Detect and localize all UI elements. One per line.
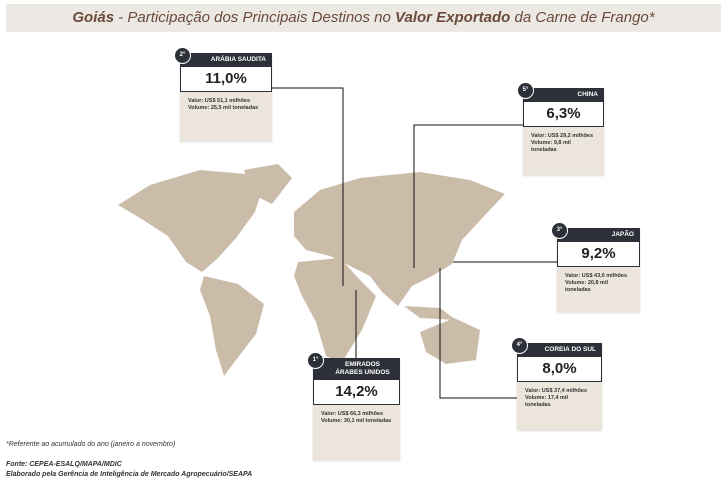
connector: [439, 268, 517, 399]
share: 9,2%: [557, 242, 640, 267]
country: EMIRADOS ÁRABES UNIDOS: [313, 358, 400, 380]
volume: Volume: 25,5 mil toneladas: [188, 105, 259, 111]
details: Valor: US$ 66,3 milhões Volume: 30,1 mil …: [313, 405, 400, 431]
value: Valor: US$ 43,0 milhões: [565, 273, 628, 279]
rank: 2°: [174, 47, 191, 64]
value: Valor: US$ 29,2 milhões: [531, 133, 594, 139]
indonesia: [404, 306, 456, 320]
rank: 5°: [517, 82, 534, 99]
details: Valor: US$ 51,1 milhões Volume: 25,5 mil …: [180, 92, 272, 118]
card: 1° EMIRADOS ÁRABES UNIDOS 14,2% Valor: U…: [307, 352, 400, 460]
share: 8,0%: [517, 357, 602, 382]
title: Goiás - Participação dos Principais Dest…: [6, 4, 721, 32]
greenland: [244, 164, 292, 204]
title-part: Valor Exportado: [395, 9, 511, 26]
card: 2° ARÁBIA SAUDITA 11,0% Valor: US$ 51,1 …: [174, 47, 272, 141]
country: COREIA DO SUL: [517, 343, 602, 357]
source: Fonte: CEPEA-ESALQ/MAPA/MDIC: [6, 461, 122, 468]
details: Valor: US$ 43,0 milhões Volume: 20,8 mil …: [557, 267, 640, 300]
volume: Volume: 9,8 mil toneladas: [531, 140, 571, 153]
country: JAPÃO: [557, 228, 640, 242]
north-america: [118, 170, 262, 272]
value: Valor: US$ 66,3 milhões: [321, 411, 384, 417]
country: CHINA: [523, 88, 604, 102]
details: Valor: US$ 37,4 milhões Volume: 17,4 mil …: [517, 382, 602, 415]
connector: [413, 124, 523, 268]
volume: Volume: 17,4 mil toneladas: [525, 395, 568, 408]
connector: [272, 87, 344, 286]
rank: 1°: [307, 352, 324, 369]
africa: [294, 258, 376, 362]
share: 14,2%: [313, 380, 400, 405]
card: 3° JAPÃO 9,2% Valor: US$ 43,0 milhões Vol…: [551, 222, 640, 312]
value: Valor: US$ 51,1 milhões: [188, 98, 251, 104]
source: Elaborado pela Gerência de Inteligência …: [6, 471, 253, 478]
share: 11,0%: [180, 67, 272, 92]
continents: [118, 164, 505, 376]
volume: Volume: 30,1 mil toneladas: [321, 418, 392, 424]
title-part: Goiás: [72, 9, 115, 26]
title-part: da Carne de Frango*: [510, 9, 655, 26]
footnote: *Referente ao acumulado do ano (janeiro …: [6, 441, 176, 448]
value: Valor: US$ 37,4 milhões: [525, 388, 588, 394]
volume: Volume: 20,8 mil toneladas: [565, 280, 608, 293]
australia: [420, 318, 480, 364]
south-america: [200, 276, 264, 376]
eurasia: [294, 172, 505, 306]
country: ARÁBIA SAUDITA: [180, 53, 272, 67]
rank: 4°: [511, 337, 528, 354]
connector-lines: [272, 87, 557, 399]
details: Valor: US$ 29,2 milhões Volume: 9,8 mil t…: [523, 127, 604, 160]
title-part: - Participação dos Principais Destinos n…: [114, 9, 396, 26]
card: 4° COREIA DO SUL 8,0% Valor: US$ 37,4 mi…: [511, 337, 602, 430]
card: 5° CHINA 6,3% Valor: US$ 29,2 milhões Vol…: [517, 82, 604, 175]
share: 6,3%: [523, 102, 604, 127]
rank: 3°: [551, 222, 568, 239]
